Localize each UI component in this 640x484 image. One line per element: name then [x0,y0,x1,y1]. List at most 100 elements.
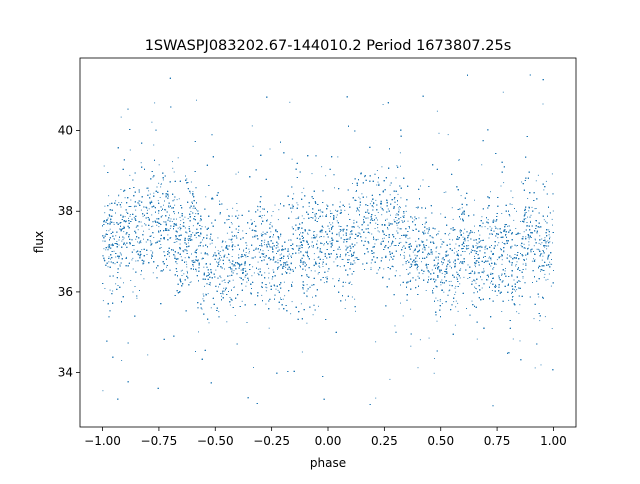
data-point [425,217,427,219]
data-point [383,268,385,270]
data-point [137,229,139,231]
data-point [410,308,412,310]
data-point [152,251,154,253]
data-point [534,208,536,210]
data-point [223,287,225,289]
data-point [174,213,175,215]
data-point [526,258,527,260]
data-point [460,195,462,197]
data-point [277,246,279,248]
data-point [422,248,424,250]
data-point [542,255,544,257]
data-point [377,181,379,183]
data-point [445,252,447,253]
data-point [319,266,321,268]
data-point [370,262,372,264]
data-point [398,209,400,211]
data-point [326,241,328,243]
data-point [493,267,495,268]
data-point [200,252,202,254]
data-point [435,257,437,259]
data-point [126,211,128,213]
data-point [180,270,182,272]
data-point [160,270,162,272]
data-point [251,229,253,231]
data-point [403,212,405,214]
data-point [151,226,152,228]
data-point [459,230,461,232]
data-point [302,288,304,290]
data-point [464,239,466,241]
data-point [525,254,527,256]
data-point [545,220,547,222]
data-point [396,219,398,221]
data-point [302,284,304,286]
data-point [329,210,331,212]
data-point [108,256,110,258]
data-point [303,218,305,220]
data-point [150,235,152,237]
data-point [170,237,172,238]
data-point [271,215,273,217]
data-point [245,252,247,253]
data-point [402,215,404,217]
data-point [329,241,331,243]
data-point [474,225,475,227]
data-point [263,241,265,243]
data-point [353,251,355,253]
data-point [519,340,521,342]
data-point [246,244,248,246]
data-point [295,229,297,231]
data-point [106,230,108,232]
data-point [185,249,187,251]
data-point [291,301,293,303]
data-point [279,254,281,256]
data-point [544,246,546,248]
data-point [381,166,383,168]
data-point [549,236,551,238]
data-point [148,228,150,230]
data-point [248,248,250,250]
data-point [245,254,247,256]
data-point [441,272,443,274]
data-point [375,341,377,343]
data-point [549,241,551,243]
data-point [534,238,536,240]
data-point [441,279,443,281]
data-point [215,254,216,256]
data-point [335,258,337,260]
data-point [175,238,177,240]
data-point [307,250,308,252]
data-point [419,257,420,259]
data-point [535,180,537,182]
data-point [265,303,267,305]
data-point [229,275,231,277]
data-point [231,223,233,225]
data-point [405,242,407,244]
data-point [337,156,339,158]
data-point [235,173,237,175]
data-point [302,238,303,239]
data-point [441,241,443,243]
data-point [501,274,503,276]
data-point [544,273,546,275]
data-point [140,242,142,244]
data-point [129,215,131,217]
data-point [455,243,457,245]
data-point [165,224,167,226]
data-point [267,250,269,251]
data-point [491,290,493,291]
data-point [543,219,545,221]
data-point [233,286,235,288]
data-point [310,270,312,272]
data-point [142,215,144,217]
data-point [174,204,176,206]
data-point [199,220,201,222]
data-point [184,227,186,229]
data-point [319,216,321,218]
data-point [179,229,181,231]
data-point [396,224,398,226]
data-point [232,207,234,209]
data-point [525,262,527,264]
